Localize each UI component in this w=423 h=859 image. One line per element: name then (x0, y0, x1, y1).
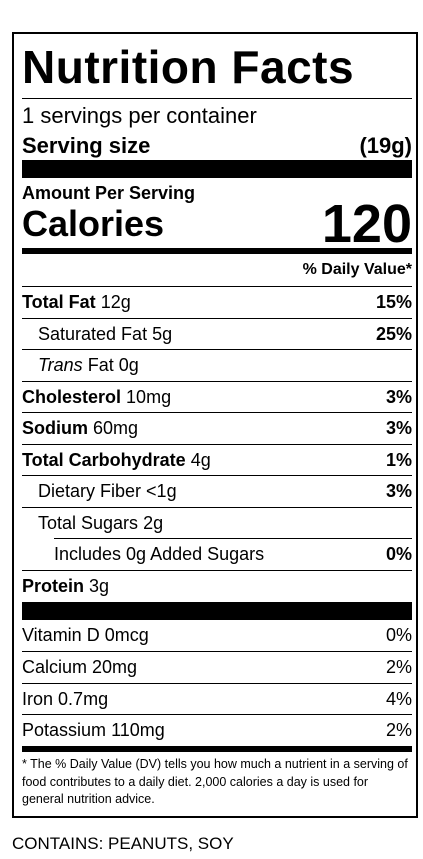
nutrient-row: Trans Fat 0g (22, 349, 412, 381)
nutrient-name: Saturated Fat (38, 323, 148, 344)
nutrient: Trans Fat 0g (22, 355, 139, 376)
nutrient: Sodium 60mg (22, 418, 138, 439)
rule (22, 98, 412, 99)
nutrient-row: Cholesterol 10mg 3% (22, 381, 412, 412)
thick-rule (22, 746, 412, 752)
nutrient-name: Total Carbohydrate (22, 449, 186, 470)
vitamin-amount: 0.7mg (58, 688, 109, 709)
nutrient-amount: 10mg (126, 386, 172, 407)
nutrient-dv: 1% (385, 449, 412, 470)
vitamin: Vitamin D 0mcg (22, 625, 149, 646)
nutrient-dv: 3% (385, 418, 412, 438)
nutrient-name: Protein (22, 576, 85, 596)
nutrient-amount: 60mg (93, 418, 139, 438)
nutrient-row: Protein 3g (22, 570, 412, 602)
vitamin-row: Potassium 110mg 2% (22, 714, 412, 746)
nutrient-dv: 0% (385, 544, 412, 564)
thick-bar (22, 160, 412, 178)
vitamin-name: Iron (22, 688, 54, 709)
nutrient-dv: 15% (375, 292, 412, 312)
vitamin: Potassium 110mg (22, 720, 165, 741)
nutrient-name-italic: Trans (38, 355, 83, 375)
nutrient-amount: 4g (190, 449, 211, 470)
nutrition-label: Nutrition Facts 1 servings per container… (12, 32, 418, 818)
nutrient-row: Saturated Fat 5g 25% (22, 318, 412, 349)
nutrient: Protein 3g (22, 576, 109, 597)
calories-row: Calories 120 (22, 194, 412, 254)
nutrient-name: Total Sugars (38, 512, 139, 533)
nutrient: Saturated Fat 5g (22, 324, 172, 345)
vitamin-dv: 2% (385, 720, 412, 740)
nutrient: Total Fat 12g (22, 292, 131, 313)
title: Nutrition Facts (22, 41, 355, 93)
nutrient-row: Sodium 60mg 3% (22, 412, 412, 444)
dv-header: % Daily Value* (302, 261, 412, 278)
nutrient-amount: 5g (152, 323, 173, 344)
nutrient: Cholesterol 10mg (22, 387, 171, 408)
nutrient-dv: 3% (385, 386, 412, 407)
allergens: CONTAINS: PEANUTS, SOY (12, 834, 234, 853)
nutrient-name: Cholesterol (22, 386, 122, 407)
nutrient-row: Includes 0g Added Sugars 0% (54, 538, 412, 570)
vitamin-name: Calcium (22, 657, 88, 677)
nutrient-name: Total Fat (22, 292, 96, 312)
nutrient: Total Carbohydrate 4g (22, 450, 211, 471)
nutrient-amount: 2g (143, 512, 164, 533)
vitamin-dv: 4% (385, 688, 412, 709)
nutrient-name: Dietary Fiber (38, 481, 142, 501)
serving-size-row: Serving size (19g) (22, 132, 412, 160)
nutrient-row: Dietary Fiber <1g 3% (22, 475, 412, 507)
thick-bar (22, 602, 412, 620)
nutrient-name: Includes 0g Added Sugars (54, 544, 265, 564)
vitamin-name: Potassium (22, 720, 107, 740)
vitamin-row: Iron 0.7mg 4% (22, 683, 412, 714)
nutrient-name: Sodium (22, 418, 88, 438)
nutrient-amount: <1g (146, 481, 177, 501)
vitamin-row: Calcium 20mg 2% (22, 651, 412, 683)
vitamin: Calcium 20mg (22, 657, 137, 678)
vitamin-row: Vitamin D 0mcg 0% (22, 620, 412, 651)
nutrient-dv: 25% (375, 323, 412, 344)
thick-rule (22, 248, 412, 254)
nutrient-dv: 3% (385, 481, 412, 501)
nutrient: Total Sugars 2g (22, 513, 163, 534)
vitamin-amount: 110mg (111, 720, 165, 740)
vitamin-dv: 2% (385, 657, 412, 677)
nutrient-amount: 3g (89, 576, 110, 596)
nutrient-amount: 12g (100, 292, 131, 312)
nutrient-amount: 0g (118, 355, 139, 375)
calories: 120 (321, 194, 412, 254)
vitamin-dv: 0% (385, 625, 412, 645)
footnote: * The % Daily Value (DV) tells you how m… (22, 757, 408, 806)
calories-label: Calories (22, 203, 165, 244)
servings: 1 servings per container (22, 103, 257, 128)
nutrient-row: Total Fat 12g 15% (22, 286, 412, 318)
serving-size: (19g) (359, 133, 412, 158)
nutrient-row: Total Carbohydrate 4g 1% (22, 444, 412, 475)
vitamin-name: Vitamin D (22, 625, 100, 645)
nutrient-row: Total Sugars 2g (22, 507, 412, 538)
amount-per-serving: Amount Per Serving (22, 183, 196, 203)
vitamin-amount: 0mcg (104, 625, 149, 645)
vitamin: Iron 0.7mg (22, 689, 108, 710)
nutrient: Dietary Fiber <1g (22, 481, 177, 502)
vitamin-amount: 20mg (92, 657, 138, 677)
nutrient-name: Fat (87, 355, 114, 375)
serving-size-label: Serving size (22, 133, 151, 158)
